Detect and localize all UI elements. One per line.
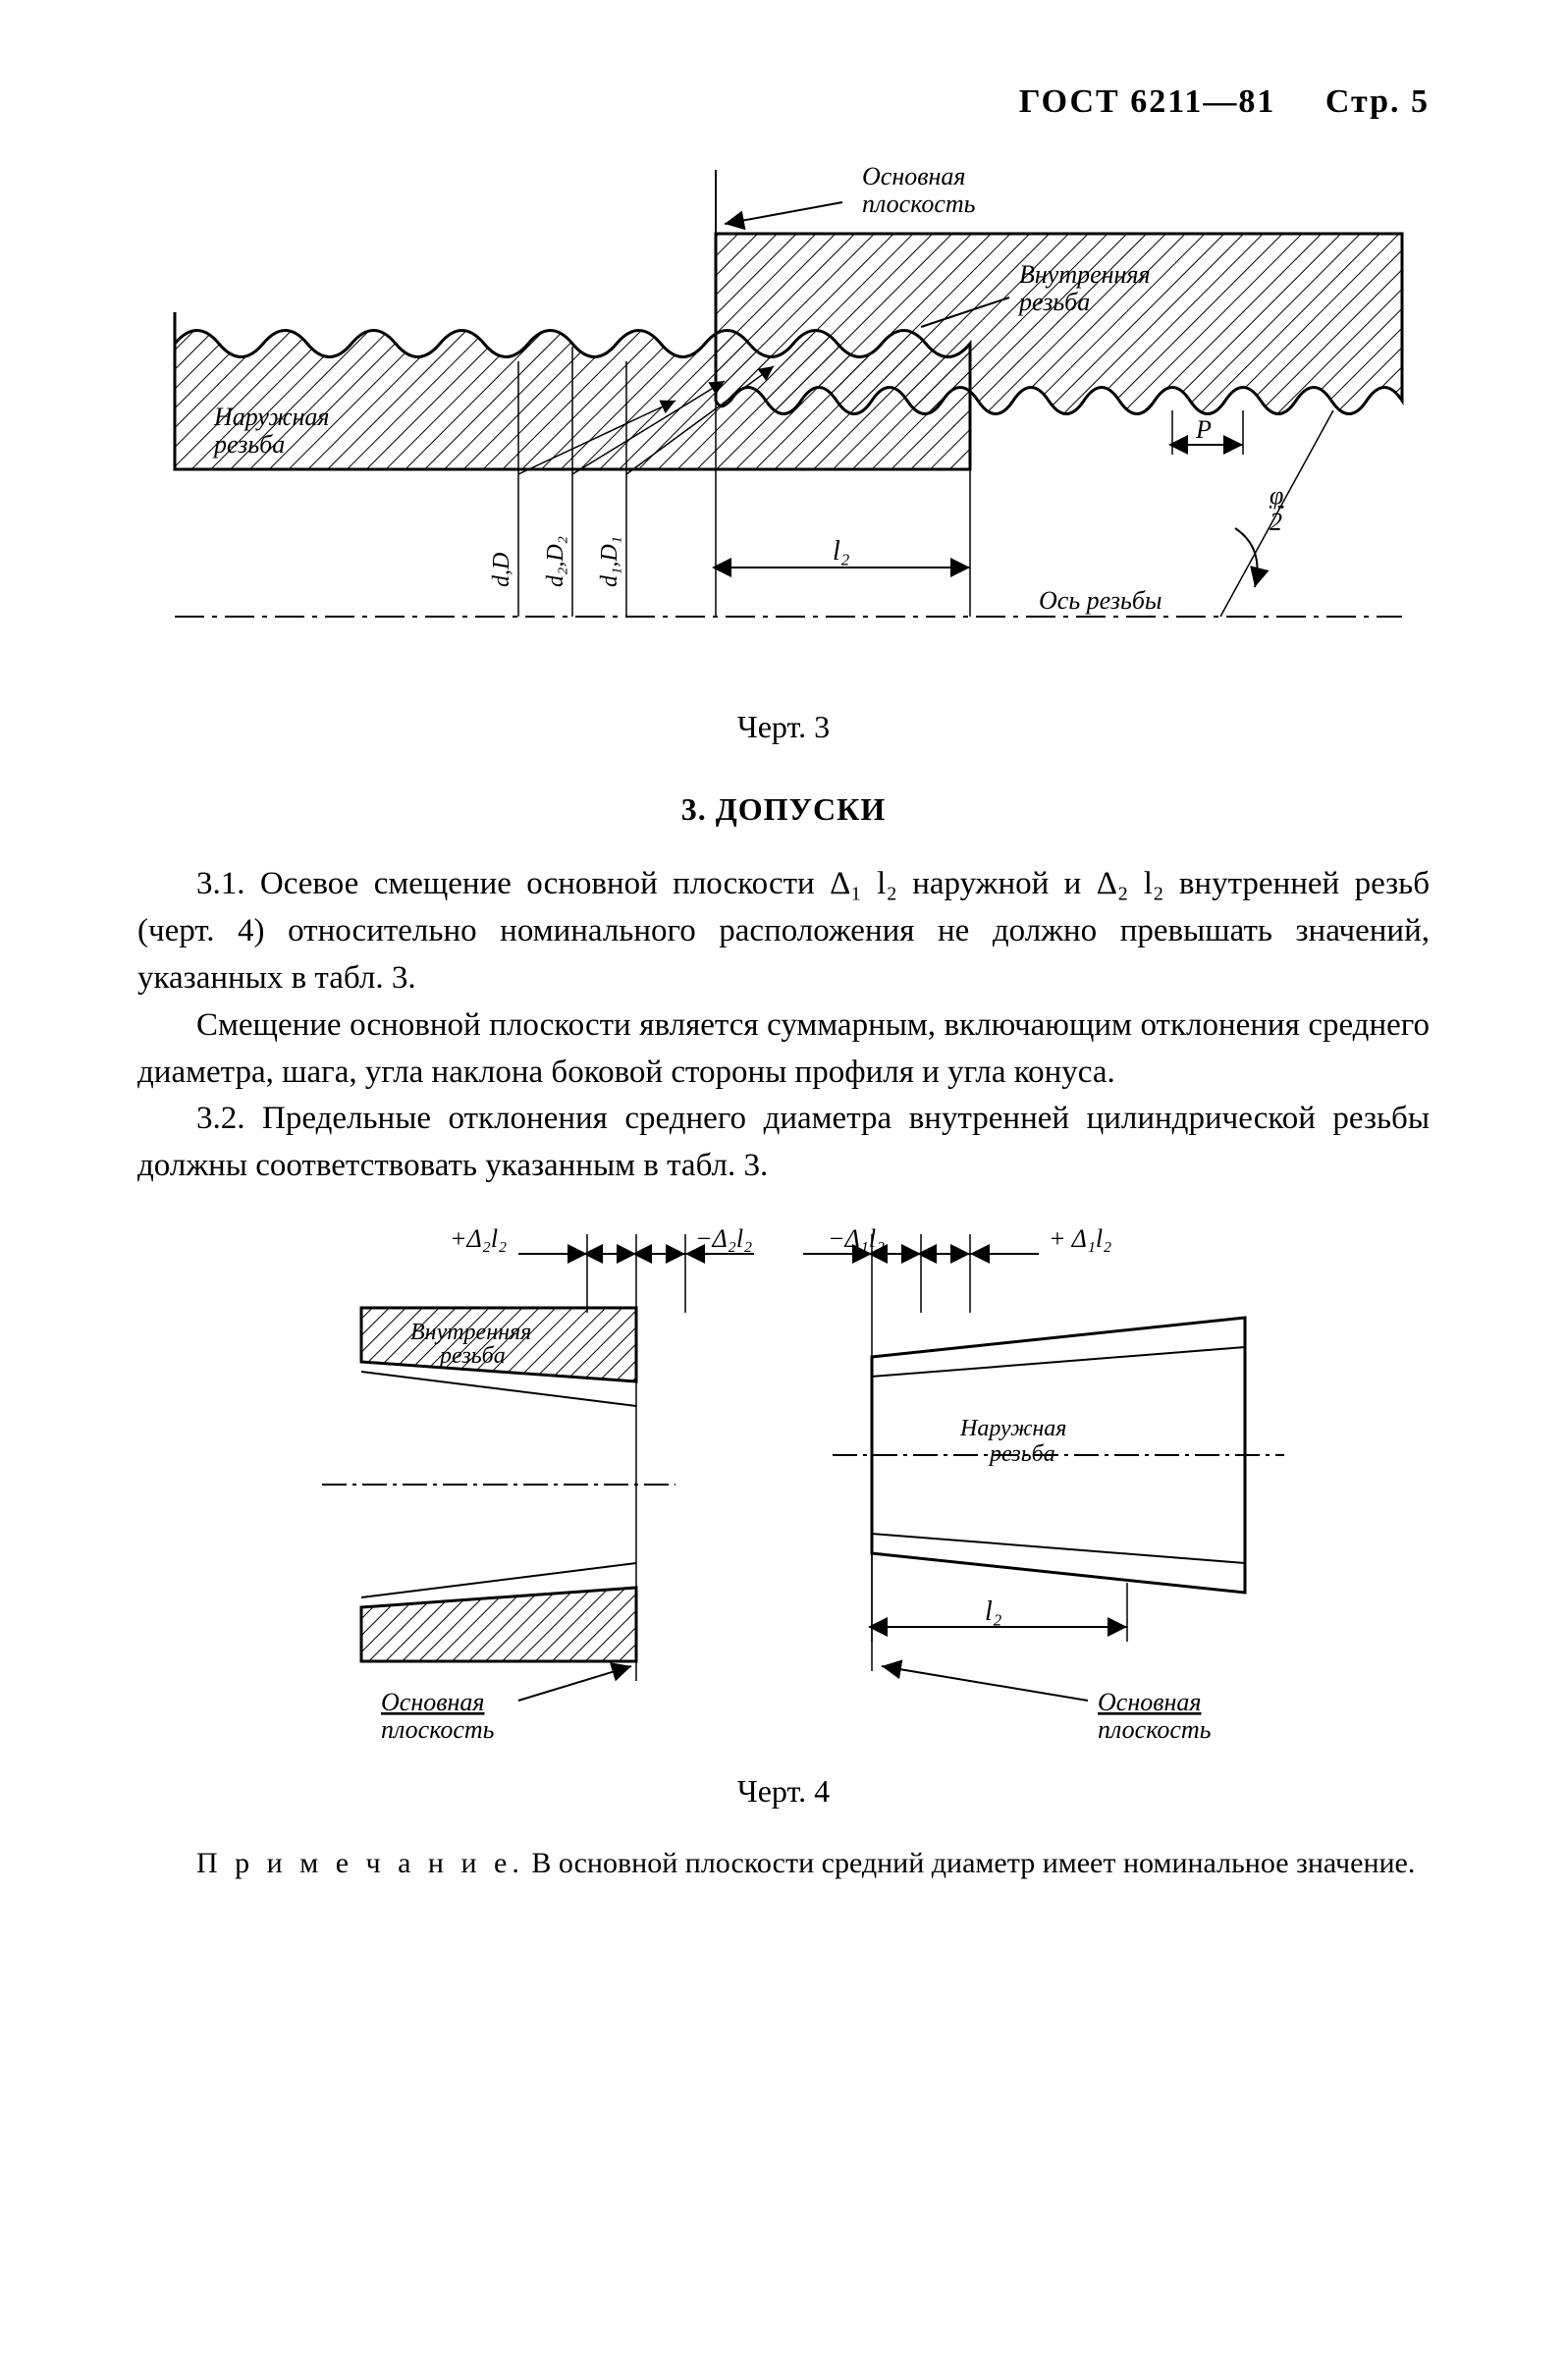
fig4-left: +Δ₂l₂ −Δ₂l₂ Внутренняя резьба Основная п… [322,1224,754,1740]
label-plus-d2l2: +Δ₂l₂ [450,1224,507,1253]
figure-4-container: +Δ₂l₂ −Δ₂l₂ Внутренняя резьба Основная п… [137,1219,1430,1740]
figure-4-svg: +Δ₂l₂ −Δ₂l₂ Внутренняя резьба Основная п… [243,1219,1324,1740]
label-dD: d,D [489,552,514,586]
label-minus-d2l2: −Δ₂l₂ [695,1224,752,1253]
label-plus-d1l2: + Δ₁l₂ [1049,1224,1111,1253]
label-phi: φ [1270,481,1283,510]
gost-number: ГОСТ 6211—81 [1019,83,1276,120]
para-3-1: 3.1. Осевое смещение основной плоскости … [137,861,1430,1002]
label-l2-2: l₂ [985,1596,1002,1627]
para-3-1b: Смещение основной плоскости является сум… [137,1002,1430,1097]
label-osnovnaya-2: Основная [381,1688,485,1716]
label-os-rezby: Ось резьбы [1039,586,1162,615]
label-ploskost-2: плоскость [381,1715,495,1740]
label-rezba-2: резьба [212,430,285,459]
label-rezba-4: резьба [988,1441,1055,1467]
label-rezba-3: резьба [438,1343,506,1369]
figure-3-svg: Основная плоскость Внутренняя резьба Нар… [155,155,1412,676]
label-rezba-1: резьба [1017,288,1090,316]
label-naruzhnaya: Наружная [213,403,330,431]
label-osnovnaya-top: Основная [862,162,966,190]
label-vnutrennyaya-2: Внутренняя [410,1320,531,1345]
label-phi-2: 2 [1270,508,1282,536]
label-P: P [1195,415,1212,444]
fig4-right: −Δ₁l₂ + Δ₁l₂ Наружная резьба l₂ Основная… [803,1224,1284,1740]
figure-3-container: Основная плоскость Внутренняя резьба Нар… [137,155,1430,676]
note: П р и м е ч а н и е. В основной плоскост… [137,1843,1430,1884]
label-d2D2: d₂,D₂ [543,536,568,587]
figure-4-caption: Черт. 4 [137,1769,1430,1813]
page-header: ГОСТ 6211—81 Стр. 5 [137,79,1430,126]
label-osnovnaya-3: Основная [1098,1688,1202,1716]
label-d1D1: d₁,D₁ [597,536,622,587]
label-ploskost-3: плоскость [1098,1715,1212,1740]
para-3-2: 3.2. Предельные отклонения среднего диам… [137,1096,1430,1190]
section-3-title: 3. ДОПУСКИ [137,787,1430,832]
label-minus-d1l2: −Δ₁l₂ [828,1224,885,1253]
figure-3-caption: Черт. 3 [137,705,1430,749]
page-number: Стр. 5 [1325,83,1430,120]
label-vnutrennyaya: Внутренняя [1019,260,1151,289]
label-ploskost-top: плоскость [862,189,976,218]
note-label: П р и м е ч а н и е. [196,1847,524,1879]
note-body: В основной плоскости средний диаметр име… [524,1847,1416,1879]
label-l2: l₂ [833,536,850,567]
label-naruzhnaya-2: Наружная [959,1416,1066,1441]
